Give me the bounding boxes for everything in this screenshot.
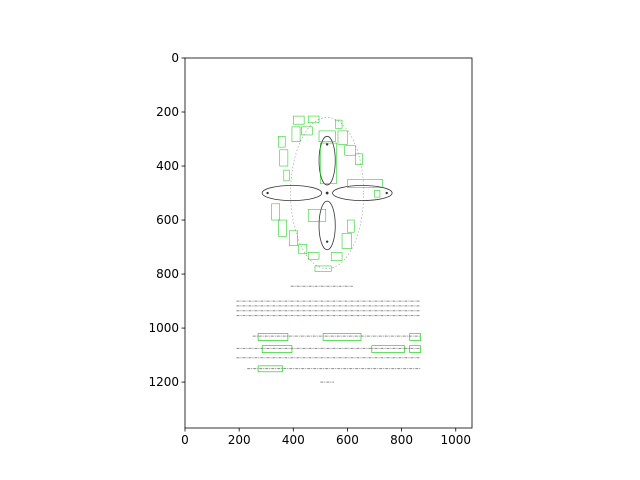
- loop-point-top: [325, 143, 329, 146]
- loop-left: [261, 185, 323, 201]
- glyph-box: [291, 126, 301, 142]
- axes-border: [184, 57, 473, 429]
- glyph-box: [341, 233, 352, 249]
- glyph-box: [355, 153, 363, 165]
- y-tick-label: 0: [171, 51, 179, 65]
- loop-point-bottom: [325, 240, 329, 243]
- glyph-box: [347, 219, 355, 233]
- y-tick-label: 1000: [148, 321, 179, 335]
- glyph-box: [314, 265, 332, 272]
- glyph-box: [278, 219, 287, 237]
- glyph-box: [293, 115, 305, 125]
- glyph-box: [288, 230, 298, 246]
- page-image: [185, 58, 472, 428]
- glyph-box: [307, 208, 327, 222]
- outer-ring: [290, 117, 364, 269]
- y-tick-label: 200: [156, 105, 179, 119]
- loop-point-left: [266, 191, 269, 195]
- text-box: [261, 345, 293, 353]
- loop-point-right: [385, 191, 388, 195]
- loop-top: [318, 135, 336, 186]
- text-box: [257, 333, 289, 341]
- glyph-box: [298, 244, 308, 255]
- loop-bottom: [318, 200, 336, 251]
- text-box: [322, 333, 362, 341]
- glyph-box: [347, 179, 383, 188]
- glyph-box: [374, 190, 381, 198]
- x-tick-label: 400: [282, 433, 305, 447]
- glyph-box: [335, 119, 343, 129]
- y-tick-label: 400: [156, 159, 179, 173]
- x-tick-label: 800: [390, 433, 413, 447]
- glyph-box: [337, 130, 348, 145]
- axes-frame: [184, 57, 473, 429]
- center-point: [325, 191, 329, 195]
- glyph-box: [271, 203, 281, 221]
- glyph-box: [307, 252, 320, 260]
- glyph-box: [320, 142, 337, 184]
- y-tick-label: 800: [156, 267, 179, 281]
- y-tick-label: 600: [156, 213, 179, 227]
- glyph-box: [283, 169, 290, 182]
- glyph-box: [279, 149, 289, 167]
- text-box: [409, 345, 421, 353]
- glyph-box: [344, 145, 356, 156]
- x-tick-label: 600: [336, 433, 359, 447]
- y-axis: 0 200 400 600 800 1000 1200: [148, 51, 185, 389]
- text-box: [257, 365, 283, 373]
- text-box: [371, 345, 405, 353]
- text-box: [409, 333, 421, 341]
- x-axis: 0 200 400 600 800 1000: [181, 428, 471, 447]
- page-background: [185, 58, 472, 428]
- x-tick-label: 0: [181, 433, 189, 447]
- glyph-box: [301, 126, 313, 136]
- x-tick-label: 200: [228, 433, 251, 447]
- glyph-box: [278, 136, 286, 148]
- glyph-box: [307, 115, 320, 124]
- glyph-box: [318, 130, 336, 142]
- x-tick-label: 1000: [440, 433, 471, 447]
- loop-right: [332, 185, 393, 201]
- glyph-box: [330, 252, 343, 261]
- y-tick-label: 1200: [148, 375, 179, 389]
